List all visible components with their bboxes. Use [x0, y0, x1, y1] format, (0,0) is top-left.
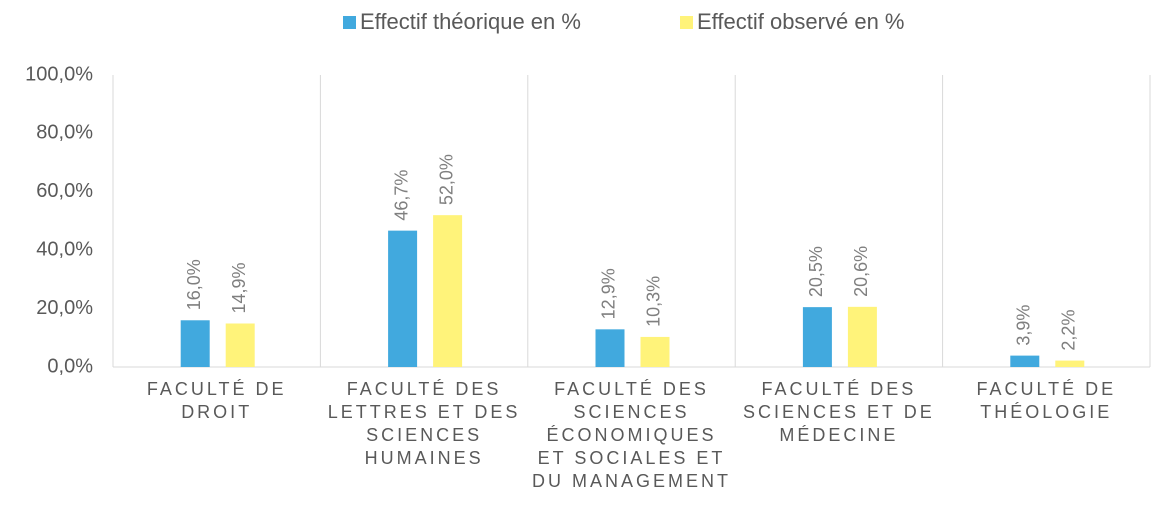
- y-tick-label: 0,0%: [47, 355, 93, 377]
- value-label: 46,7%: [391, 170, 411, 221]
- x-tick-label: FACULTÉ DE THÉOLOGIE: [976, 379, 1117, 422]
- bar: [640, 336, 670, 367]
- legend-swatch: [680, 16, 693, 29]
- value-label: 3,9%: [1014, 305, 1034, 346]
- bar: [1055, 360, 1085, 367]
- bar: [1010, 355, 1040, 367]
- bar: [180, 320, 210, 367]
- x-tick-label: FACULTÉ DES SCIENCES ÉCONOMIQUES ET SOCI…: [531, 379, 731, 491]
- y-tick-label: 80,0%: [36, 122, 93, 144]
- y-tick-label: 60,0%: [36, 180, 93, 202]
- x-tick-label: FACULTÉ DES SCIENCES ET DE MÉDECINE: [743, 379, 935, 445]
- x-tick-label: FACULTÉ DES LETTRES ET DES SCIENCES HUMA…: [327, 379, 521, 468]
- value-label: 12,9%: [599, 268, 619, 319]
- legend-label: Effectif théorique en %: [360, 9, 581, 34]
- value-label: 2,2%: [1059, 310, 1079, 351]
- legend-label: Effectif observé en %: [697, 9, 905, 34]
- value-label: 10,3%: [644, 276, 664, 327]
- value-label: 52,0%: [436, 154, 456, 205]
- legend-swatch: [343, 16, 356, 29]
- y-tick-label: 20,0%: [36, 297, 93, 319]
- y-tick-label: 100,0%: [25, 63, 93, 85]
- bar: [225, 323, 255, 367]
- bar: [802, 307, 832, 367]
- bar: [433, 215, 463, 367]
- bar: [595, 329, 625, 367]
- bar: [388, 230, 418, 367]
- value-label: 20,5%: [806, 246, 826, 297]
- value-label: 14,9%: [229, 262, 249, 313]
- y-tick-label: 40,0%: [36, 238, 93, 260]
- value-label: 16,0%: [184, 259, 204, 310]
- bar: [847, 306, 877, 367]
- value-label: 20,6%: [851, 246, 871, 297]
- x-tick-label: FACULTÉ DE DROIT: [146, 379, 287, 422]
